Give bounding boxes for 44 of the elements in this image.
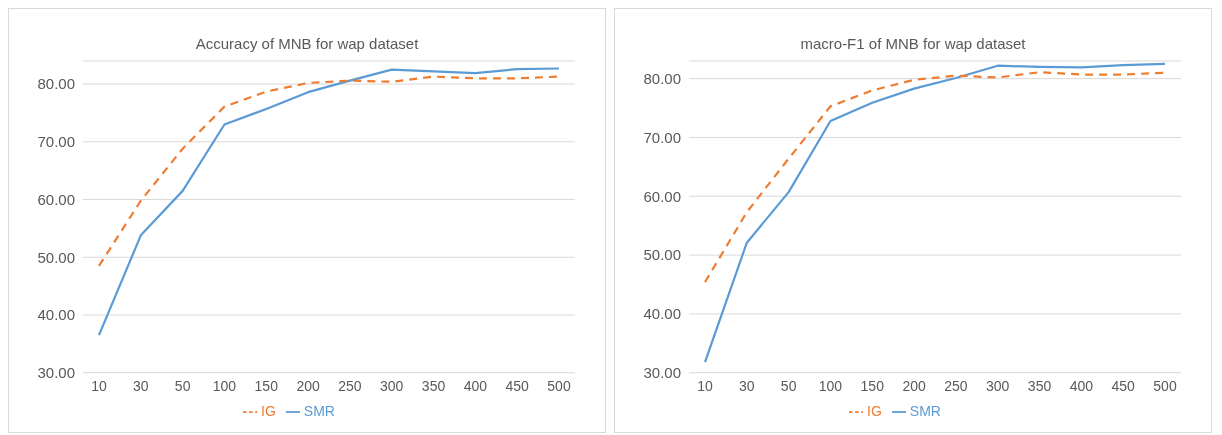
chart-title: Accuracy of MNB for wap dataset: [194, 35, 420, 54]
y-tick-label: 60.00: [643, 187, 681, 205]
y-tick-label: 50.00: [37, 248, 75, 266]
chart-title: macro-F1 of MNB for wap dataset: [799, 35, 1027, 54]
y-tick-label: 80.00: [37, 75, 75, 93]
y-tick-label: 50.00: [643, 246, 681, 264]
x-tick-label: 30: [739, 377, 755, 394]
x-tick-label: 10: [697, 377, 713, 394]
y-tick-label: 70.00: [643, 128, 681, 146]
x-tick-label: 400: [1069, 377, 1094, 394]
y-tick-label: 80.00: [643, 69, 681, 87]
y-tick-label: 70.00: [37, 133, 75, 151]
x-tick-label: 300: [986, 377, 1010, 394]
x-tick-label: 150: [860, 377, 885, 394]
x-tick-label: 100: [818, 377, 843, 394]
legend-label: SMR: [909, 402, 941, 419]
x-tick-label: 450: [1111, 377, 1136, 394]
y-tick-label: 60.00: [37, 190, 75, 208]
x-tick-label: 350: [421, 377, 446, 394]
x-tick-label: 350: [1027, 377, 1052, 394]
y-tick-label: 40.00: [37, 306, 75, 324]
legend-label: SMR: [303, 402, 335, 419]
x-tick-label: 50: [780, 377, 797, 394]
x-tick-label: 200: [296, 377, 320, 394]
y-tick-label: 40.00: [643, 305, 681, 323]
x-tick-label: 500: [1153, 377, 1177, 394]
x-tick-label: 250: [944, 377, 968, 394]
x-tick-label: 250: [338, 377, 362, 394]
y-tick-label: 30.00: [37, 364, 75, 382]
line-series: [703, 62, 1167, 364]
x-tick-label: 150: [254, 377, 279, 394]
x-tick-label: 100: [212, 377, 237, 394]
x-tick-label: 400: [463, 377, 488, 394]
legend-label: IG: [261, 402, 276, 419]
x-tick-label: 30: [133, 377, 149, 394]
x-tick-label: 50: [174, 377, 191, 394]
x-tick-label: 500: [547, 377, 571, 394]
x-tick-label: 450: [505, 377, 530, 394]
x-tick-label: 10: [91, 377, 107, 394]
legend-label: IG: [867, 402, 882, 419]
y-tick-label: 30.00: [643, 364, 681, 382]
line-series: [97, 67, 561, 337]
x-tick-label: 300: [380, 377, 404, 394]
x-tick-label: 200: [902, 377, 926, 394]
